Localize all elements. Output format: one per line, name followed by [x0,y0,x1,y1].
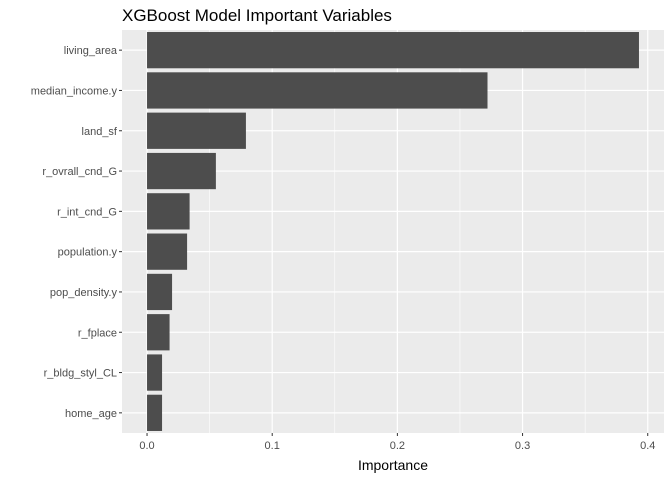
bar-r_int_cnd_G [147,193,190,230]
y-tick-label: home_age [65,408,117,420]
chart-title: XGBoost Model Important Variables [122,6,392,25]
bar-home_age [147,394,163,431]
y-tick-label: r_int_cnd_G [57,206,117,218]
bar-living_area [147,32,639,69]
bar-r_fplace [147,314,170,351]
y-axis: living_area median_income.y land_sf r_ovral… [31,45,122,420]
y-tick-label: living_area [64,45,118,57]
bar-r_bldg_styl_CL [147,354,163,391]
y-tick-label: population.y [58,247,118,259]
x-axis: 0.0 0.1 0.2 0.3 0.4 [139,433,655,452]
x-tick-label: 0.2 [390,440,405,452]
bar-median_income.y [147,72,488,109]
bars [147,32,639,431]
y-tick-label: pop_density.y [50,287,118,299]
x-tick-label: 0.3 [515,440,530,452]
x-tick-label: 0.0 [139,440,154,452]
y-tick-label: r_bldg_styl_CL [44,368,117,380]
bar-r_ovrall_cnd_G [147,152,216,190]
x-tick-label: 0.1 [265,440,280,452]
y-tick-label: r_ovrall_cnd_G [42,166,117,178]
bar-pop_density.y [147,273,173,311]
y-tick-label: land_sf [82,126,118,138]
bar-land_sf [147,112,246,149]
y-tick-label: median_income.y [31,85,118,97]
x-tick-label: 0.4 [640,440,655,452]
x-axis-title: Importance [358,457,428,473]
y-tick-label: r_fplace [78,327,117,339]
bar-population.y [147,233,188,270]
